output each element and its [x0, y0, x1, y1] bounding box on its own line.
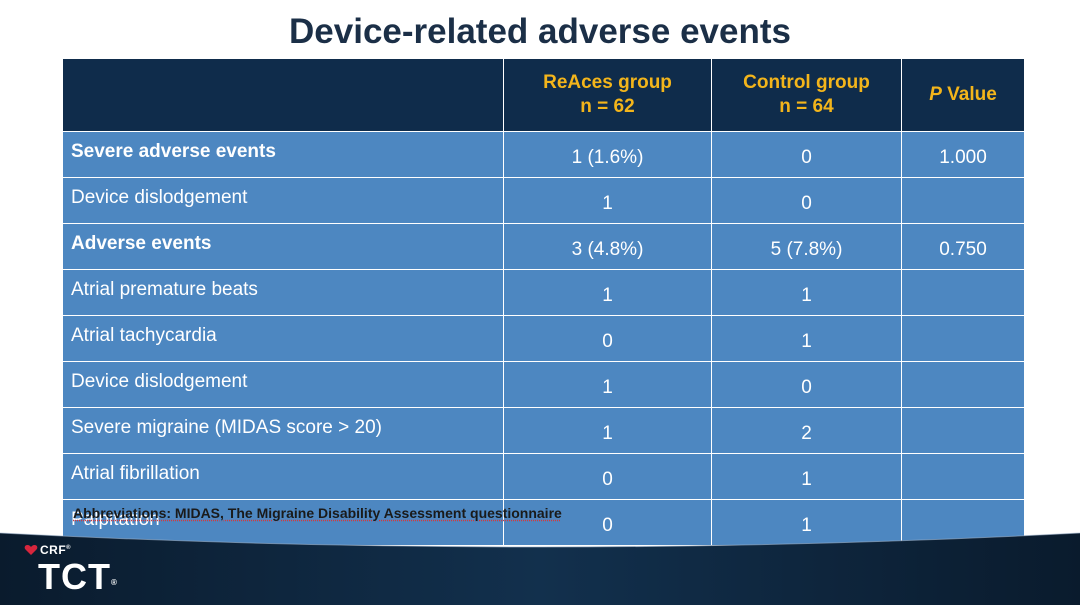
tct-logo: CRF® TCT®: [24, 543, 124, 603]
cell-reaces: 0: [503, 315, 712, 362]
header-reaces-group: ReAces group n = 62: [503, 58, 712, 132]
tct-text: TCT®: [38, 556, 118, 597]
header-control-label: Control group: [743, 72, 870, 93]
slide-title: Device-related adverse events: [289, 12, 791, 51]
row-label: Severe adverse events: [62, 131, 504, 178]
heart-icon: [24, 545, 38, 555]
cell-control: 1: [711, 453, 902, 500]
cell-pvalue: [901, 269, 1025, 316]
row-label: Adverse events: [62, 223, 504, 270]
header-p-italic: P: [929, 84, 942, 105]
table-row: Atrial tachycardia 0 1: [62, 315, 1025, 362]
cell-control: 0: [711, 131, 902, 178]
crf-text: CRF®: [40, 543, 72, 557]
abbreviations-footnote: Abbreviations: MIDAS, The Migraine Disab…: [73, 505, 562, 521]
cell-reaces: 3 (4.8%): [503, 223, 712, 270]
table-row: Severe migraine (MIDAS score > 20) 1 2: [62, 407, 1025, 454]
cell-control: 1: [711, 499, 902, 546]
table-row: Device dislodgement 1 0: [62, 177, 1025, 224]
table-header-row: ReAces group n = 62 Control group n = 64…: [62, 58, 1025, 132]
cell-reaces: 1: [503, 269, 712, 316]
cell-reaces: 0: [503, 453, 712, 500]
row-label: Severe migraine (MIDAS score > 20): [62, 407, 504, 454]
row-label: Atrial premature beats: [62, 269, 504, 316]
header-p-value: P Value: [901, 58, 1025, 132]
header-reaces-label: ReAces group: [543, 72, 672, 93]
cell-control: 1: [711, 315, 902, 362]
crf-logo: CRF®: [24, 543, 71, 557]
cell-pvalue: 1.000: [901, 131, 1025, 178]
header-control-n: n = 64: [779, 96, 834, 117]
cell-pvalue: [901, 315, 1025, 362]
table-row: Atrial fibrillation 0 1: [62, 453, 1025, 500]
table-body: Severe adverse events 1 (1.6%) 0 1.000 Devic…: [62, 131, 1025, 546]
footer-band: [0, 532, 1080, 605]
cell-control: 1: [711, 269, 902, 316]
cell-pvalue: [901, 361, 1025, 408]
cell-control: 2: [711, 407, 902, 454]
cell-control: 0: [711, 361, 902, 408]
table-row: Adverse events 3 (4.8%) 5 (7.8%) 0.750: [62, 223, 1025, 270]
table-row: Device dislodgement 1 0: [62, 361, 1025, 408]
row-label: Device dislodgement: [62, 361, 504, 408]
table-row: Severe adverse events 1 (1.6%) 0 1.000: [62, 131, 1025, 178]
row-label: Atrial fibrillation: [62, 453, 504, 500]
cell-reaces: 1: [503, 361, 712, 408]
row-label: Palpitation: [62, 499, 504, 546]
cell-pvalue: [901, 177, 1025, 224]
cell-control: 0: [711, 177, 902, 224]
table-row: Palpitation 0 1: [62, 499, 1025, 546]
table-row: Atrial premature beats 1 1: [62, 269, 1025, 316]
row-label: Device dislodgement: [62, 177, 504, 224]
header-control-group: Control group n = 64: [711, 58, 902, 132]
header-empty-cell: [62, 58, 504, 132]
row-label: Atrial tachycardia: [62, 315, 504, 362]
cell-pvalue: [901, 453, 1025, 500]
cell-control: 5 (7.8%): [711, 223, 902, 270]
header-p-rest: Value: [941, 84, 997, 105]
cell-reaces: 1: [503, 177, 712, 224]
cell-pvalue: 0.750: [901, 223, 1025, 270]
header-reaces-n: n = 62: [580, 96, 635, 117]
cell-reaces: 1 (1.6%): [503, 131, 712, 178]
adverse-events-table: ReAces group n = 62 Control group n = 64…: [62, 58, 1025, 546]
cell-pvalue: [901, 407, 1025, 454]
cell-reaces: 1: [503, 407, 712, 454]
